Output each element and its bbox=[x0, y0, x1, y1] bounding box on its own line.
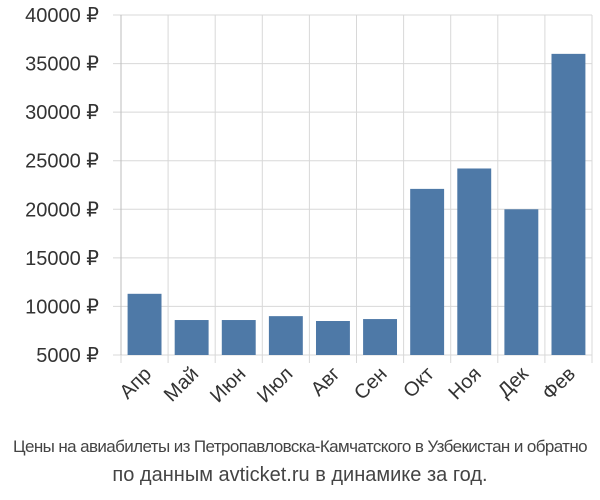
y-tick-label: 10000 ₽ bbox=[25, 296, 99, 318]
x-tick-label: Сен bbox=[350, 363, 391, 404]
y-tick-label: 35000 ₽ bbox=[25, 54, 99, 76]
y-tick-label: 30000 ₽ bbox=[25, 102, 99, 124]
y-tick-label: 40000 ₽ bbox=[25, 5, 99, 27]
y-tick-label: 25000 ₽ bbox=[25, 151, 99, 173]
bar bbox=[410, 188, 445, 355]
x-tick-label: Дек bbox=[494, 363, 533, 402]
x-tick-label: Ноя bbox=[444, 363, 485, 404]
chart-caption-line-2: по данным avticket.ru в динамике за год. bbox=[112, 464, 488, 486]
y-tick-label: 15000 ₽ bbox=[25, 248, 99, 270]
x-tick-label: Апр bbox=[116, 363, 157, 404]
chart-caption-line-1: Цены на авиабилеты из Петропавловска-Кам… bbox=[12, 437, 588, 456]
y-axis: 5000 ₽ 10000 ₽ 15000 ₽ 20000 ₽ 25000 ₽ 30000 … bbox=[25, 5, 122, 367]
x-tick-label: Июн bbox=[206, 363, 250, 407]
bar bbox=[363, 319, 398, 355]
x-tick-label: Окт bbox=[399, 363, 438, 402]
x-tick-label: Июл bbox=[253, 363, 297, 407]
x-tick-label: Авг bbox=[307, 363, 345, 401]
grid-lines bbox=[113, 14, 593, 363]
bar bbox=[551, 53, 586, 355]
x-tick-label: Май bbox=[160, 363, 203, 406]
y-tick-label: 20000 ₽ bbox=[25, 199, 99, 221]
y-tick-label: 5000 ₽ bbox=[36, 345, 99, 367]
bar-series bbox=[127, 53, 586, 355]
bar bbox=[504, 209, 539, 355]
bar bbox=[315, 321, 350, 355]
bar bbox=[221, 320, 256, 355]
x-axis: Апр Май Июн Июл Авг Сен Окт Ноя Дек Фев bbox=[116, 363, 580, 407]
bar bbox=[457, 168, 492, 355]
x-tick-label: Фев bbox=[538, 363, 580, 405]
bar bbox=[174, 320, 209, 355]
bar-chart: 5000 ₽ 10000 ₽ 15000 ₽ 20000 ₽ 25000 ₽ 30000 … bbox=[25, 5, 593, 407]
bar bbox=[268, 316, 303, 355]
bar bbox=[127, 293, 162, 355]
